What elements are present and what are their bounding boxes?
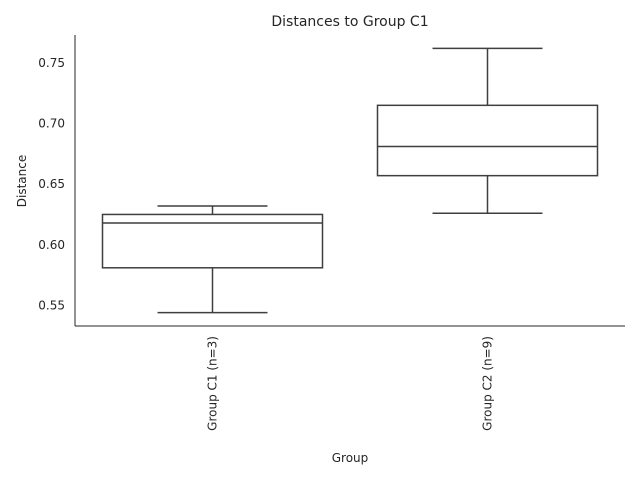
- x-tick-label: Group C2 (n=9): [481, 336, 495, 431]
- y-axis-label: Distance: [15, 155, 29, 207]
- box-1: [101, 205, 324, 314]
- y-tick-label: 0.75: [38, 56, 65, 70]
- y-tick-label: 0.60: [38, 238, 65, 252]
- x-tick-labels: Group C1 (n=3) Group C2 (n=9): [206, 336, 495, 431]
- chart-title: Distances to Group C1: [271, 14, 428, 30]
- y-tick-labels: 0.55 0.60 0.65 0.70 0.75: [38, 56, 65, 313]
- y-tick-label: 0.55: [38, 298, 65, 312]
- box-2: [376, 47, 599, 214]
- x-tick-label: Group C1 (n=3): [206, 336, 220, 431]
- y-tick-label: 0.65: [38, 177, 65, 191]
- iqr-box: [376, 104, 599, 177]
- y-tick-label: 0.70: [38, 117, 65, 131]
- x-axis-label: Group: [332, 451, 369, 465]
- boxes-group: [101, 47, 599, 314]
